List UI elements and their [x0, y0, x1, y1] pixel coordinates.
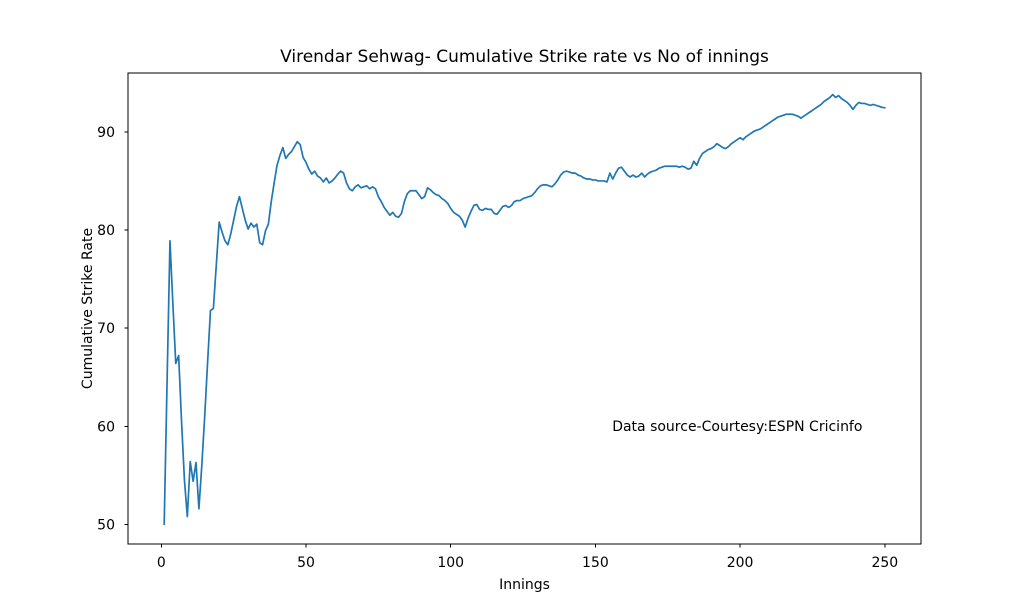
- x-tick-label: 50: [297, 555, 315, 571]
- y-tick-label: 50: [97, 517, 115, 533]
- y-tick-label: 60: [97, 419, 115, 435]
- y-tick-label: 90: [97, 125, 115, 141]
- y-tick-label: 70: [97, 321, 115, 337]
- x-tick-label: 100: [437, 555, 464, 571]
- y-axis-title: Cumulative Strike Rate: [80, 228, 96, 389]
- y-tick-label: 80: [97, 223, 115, 239]
- strike-rate-series-line: [163, 93, 886, 526]
- annotation-text: Data source-Courtesy:ESPN Cricinfo: [612, 419, 862, 435]
- x-tick-label: 250: [871, 555, 898, 571]
- plot-border: [127, 72, 922, 545]
- x-axis-title: Innings: [499, 577, 550, 593]
- x-tick-label: 0: [157, 555, 166, 571]
- chart-title: Virendar Sehwag- Cumulative Strike rate …: [280, 47, 769, 67]
- x-tick-label: 150: [582, 555, 609, 571]
- x-tick-label: 200: [727, 555, 754, 571]
